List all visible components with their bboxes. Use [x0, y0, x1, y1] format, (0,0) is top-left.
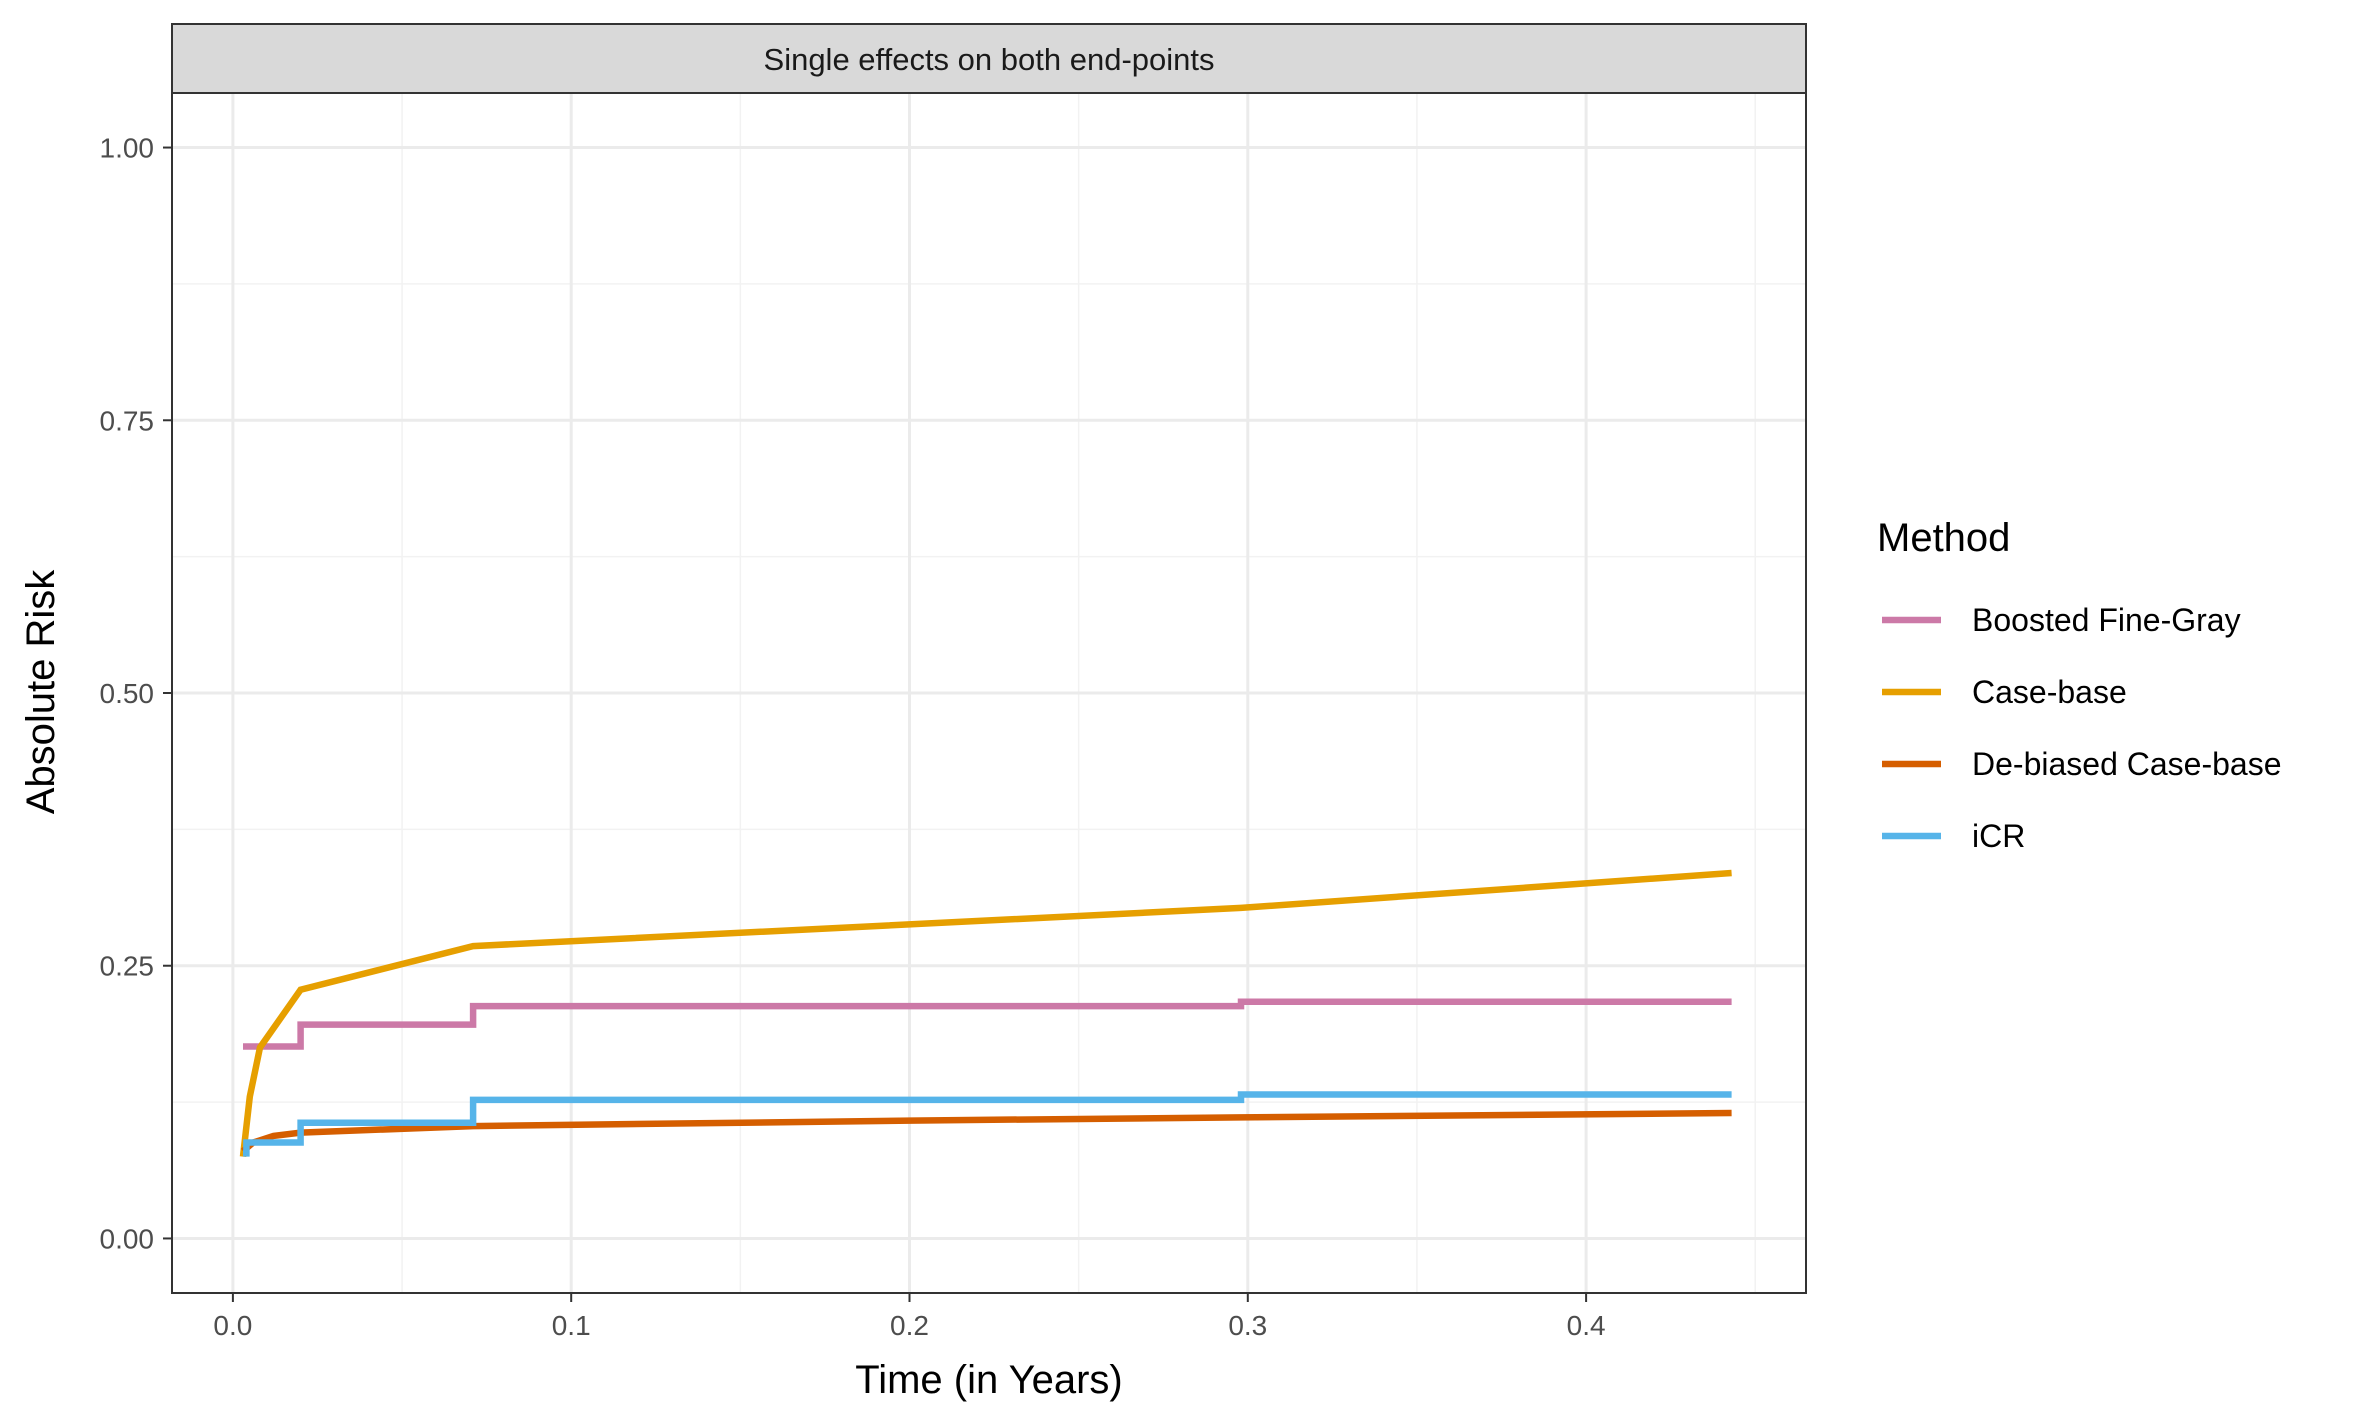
legend: Boosted Fine-Gray Case-base De-biased Case… [1882, 602, 2282, 854]
series-line-case-base [239, 869, 1732, 1157]
x-axis-title: Time (in Years) [855, 1358, 1123, 1402]
x-axis: 0.0 0.1 0.2 0.3 0.4 [213, 1293, 1606, 1341]
series-line-icr [243, 1091, 1732, 1157]
x-tick-label: 0.3 [1228, 1310, 1267, 1341]
y-axis-title: Absolute Risk [19, 569, 63, 815]
x-tick-label: 0.4 [1567, 1310, 1606, 1341]
facet-strip [171, 23, 1807, 94]
series-line-boosted-fine-gray [243, 998, 1732, 1050]
grid-major [172, 93, 1806, 1293]
y-axis: 0.00 0.25 0.50 0.75 1.00 [100, 133, 172, 1254]
y-tick-label: 0.25 [100, 951, 155, 982]
legend-title: Method [1877, 516, 2010, 560]
series-lines [239, 869, 1732, 1157]
legend-label-boosted-fine-gray: Boosted Fine-Gray [1972, 602, 2241, 638]
legend-label-icr: iCR [1972, 818, 2025, 854]
y-tick-label: 1.00 [100, 133, 155, 164]
x-tick-label: 0.1 [552, 1310, 591, 1341]
legend-label-de-biased-case-base: De-biased Case-base [1972, 746, 2282, 782]
legend-label-case-base: Case-base [1972, 674, 2127, 710]
facet-strip-label: Single effects on both end-points [764, 42, 1215, 77]
y-tick-label: 0.00 [100, 1223, 155, 1254]
y-tick-label: 0.75 [100, 405, 155, 436]
x-tick-label: 0.2 [890, 1310, 929, 1341]
y-tick-label: 0.50 [100, 678, 155, 709]
x-tick-label: 0.0 [213, 1310, 252, 1341]
